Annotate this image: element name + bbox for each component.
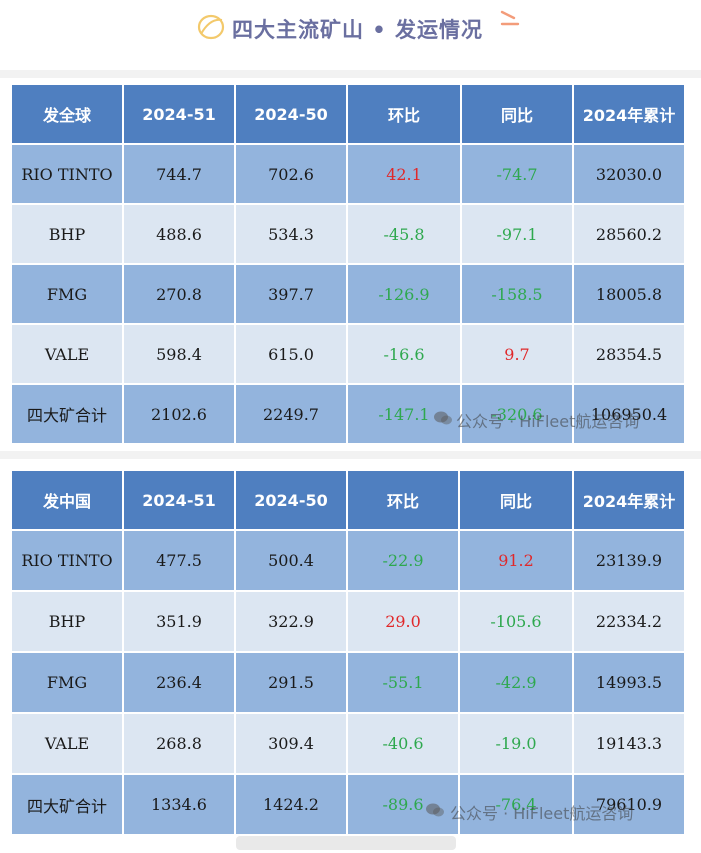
watermark-text: 公众号 · HiFleet航运咨询 xyxy=(450,804,634,823)
table-cell: -45.8 xyxy=(348,205,460,263)
table-row: FMG 236.4 291.5 -55.1 -42.9 14993.5 xyxy=(12,653,684,712)
column-header: 2024-50 xyxy=(236,85,346,143)
section-separator xyxy=(0,451,701,459)
circle-decoration-icon xyxy=(197,14,225,40)
table-cell: -97.1 xyxy=(462,205,572,263)
column-header: 2024年累计 xyxy=(574,85,684,143)
column-header: 环比 xyxy=(348,471,458,529)
row-label: 四大矿合计 xyxy=(12,385,122,443)
table-cell: -126.9 xyxy=(348,265,460,323)
table-cell: 29.0 xyxy=(348,592,458,651)
row-label: RIO TINTO xyxy=(12,145,122,203)
row-label: FMG xyxy=(12,653,122,712)
table-cell: 19143.3 xyxy=(574,714,684,773)
global-shipments-table: 发全球 2024-51 2024-50 环比 同比 2024年累计 RIO TINTO 744… xyxy=(10,83,686,445)
table-row: VALE 268.8 309.4 -40.6 -19.0 19143.3 xyxy=(12,714,684,773)
column-header: 2024-50 xyxy=(236,471,346,529)
page-title: 四大主流矿山 • 发运情况 xyxy=(232,18,484,42)
row-label: 四大矿合计 xyxy=(12,775,122,834)
column-header: 发全球 xyxy=(12,85,122,143)
header-row: 发中国 2024-51 2024-50 环比 同比 2024年累计 xyxy=(12,471,684,529)
row-label: VALE xyxy=(12,714,122,773)
table-cell: 32030.0 xyxy=(574,145,684,203)
table-row: BHP 488.6 534.3 -45.8 -97.1 28560.2 xyxy=(12,205,684,263)
table-cell: 744.7 xyxy=(124,145,234,203)
table-cell: 500.4 xyxy=(236,531,346,590)
table-row: BHP 351.9 322.9 29.0 -105.6 22334.2 xyxy=(12,592,684,651)
column-header: 2024-51 xyxy=(124,85,234,143)
table-cell: 488.6 xyxy=(124,205,234,263)
table-cell: 322.9 xyxy=(236,592,346,651)
header-row: 发全球 2024-51 2024-50 环比 同比 2024年累计 xyxy=(12,85,684,143)
table-cell: -158.5 xyxy=(462,265,572,323)
row-label: RIO TINTO xyxy=(12,531,122,590)
table-cell: 18005.8 xyxy=(574,265,684,323)
row-label: VALE xyxy=(12,325,122,383)
table-cell: 477.5 xyxy=(124,531,234,590)
column-header: 2024年累计 xyxy=(574,471,684,529)
table-cell: 79610.9 xyxy=(574,775,684,834)
table-cell: 598.4 xyxy=(124,325,234,383)
table-cell: -19.0 xyxy=(460,714,572,773)
column-header: 2024-51 xyxy=(124,471,234,529)
spark-decoration-icon xyxy=(500,10,520,26)
table-cell: 91.2 xyxy=(460,531,572,590)
column-header: 发中国 xyxy=(12,471,122,529)
title-area: 四大主流矿山 • 发运情况 xyxy=(0,0,701,60)
table-cell: 28560.2 xyxy=(574,205,684,263)
table-cell: 23139.9 xyxy=(574,531,684,590)
column-header: 同比 xyxy=(460,471,572,529)
table-cell: -89.6 xyxy=(348,775,458,834)
table-row: VALE 598.4 615.0 -16.6 9.7 28354.5 xyxy=(12,325,684,383)
wechat-icon xyxy=(426,803,444,817)
table-cell: 2249.7 xyxy=(236,385,346,443)
wechat-icon xyxy=(434,411,452,425)
table-cell: 14993.5 xyxy=(574,653,684,712)
table-cell: 42.1 xyxy=(348,145,460,203)
table-cell: 397.7 xyxy=(236,265,346,323)
table-cell: 615.0 xyxy=(236,325,346,383)
table-cell: 22334.2 xyxy=(574,592,684,651)
table-cell: 268.8 xyxy=(124,714,234,773)
table-cell: 1334.6 xyxy=(124,775,234,834)
table-cell: 2102.6 xyxy=(124,385,234,443)
watermark-text: 公众号 · HiFleet航运咨询 xyxy=(456,412,640,431)
table-cell: 1424.2 xyxy=(236,775,346,834)
table-cell: 270.8 xyxy=(124,265,234,323)
table-row: 四大矿合计 2102.6 2249.7 -147.1 -320.6 106950.4 xyxy=(12,385,684,443)
row-label: BHP xyxy=(12,205,122,263)
table-cell: -76.4 xyxy=(460,775,572,834)
row-label: BHP xyxy=(12,592,122,651)
table-row: RIO TINTO 744.7 702.6 42.1 -74.7 32030.0 xyxy=(12,145,684,203)
china-shipments-table: 发中国 2024-51 2024-50 环比 同比 2024年累计 RIO TINTO 477… xyxy=(10,469,686,836)
table-cell: -74.7 xyxy=(462,145,572,203)
column-header: 环比 xyxy=(348,85,460,143)
table-cell: 351.9 xyxy=(124,592,234,651)
table-cell: 702.6 xyxy=(236,145,346,203)
table-cell: -40.6 xyxy=(348,714,458,773)
table-cell: -42.9 xyxy=(460,653,572,712)
table-cell: 309.4 xyxy=(236,714,346,773)
table-row: 四大矿合计 1334.6 1424.2 -89.6 -76.4 79610.9 xyxy=(12,775,684,834)
table-cell: -55.1 xyxy=(348,653,458,712)
table-row: FMG 270.8 397.7 -126.9 -158.5 18005.8 xyxy=(12,265,684,323)
section-separator xyxy=(0,70,701,78)
table-cell: -16.6 xyxy=(348,325,460,383)
blurred-caption xyxy=(236,836,456,850)
table-cell: 291.5 xyxy=(236,653,346,712)
table-cell: 106950.4 xyxy=(574,385,684,443)
table-cell: 236.4 xyxy=(124,653,234,712)
column-header: 同比 xyxy=(462,85,572,143)
table-row: RIO TINTO 477.5 500.4 -22.9 91.2 23139.9 xyxy=(12,531,684,590)
row-label: FMG xyxy=(12,265,122,323)
table-cell: 28354.5 xyxy=(574,325,684,383)
table-cell: -22.9 xyxy=(348,531,458,590)
table-cell: -105.6 xyxy=(460,592,572,651)
table-cell: 534.3 xyxy=(236,205,346,263)
table-cell: -320.6 xyxy=(462,385,572,443)
table-cell: 9.7 xyxy=(462,325,572,383)
